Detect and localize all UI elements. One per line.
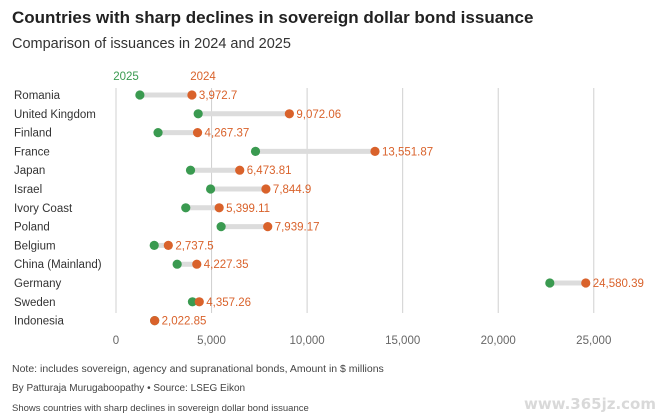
point-2024 — [163, 240, 173, 250]
point-2025 — [250, 146, 261, 156]
point-2024 — [192, 259, 202, 269]
point-2025 — [135, 90, 145, 100]
category-label: Romania — [14, 90, 61, 102]
dumbbell-chart: 0 5,000 10,000 15,000 20,000 25,000 2025 2024… — [14, 71, 644, 347]
category-label: France — [14, 146, 50, 158]
chart-row: Ivory Coast 5,399.11 — [14, 203, 270, 215]
x-tick-label: 5,000 — [197, 335, 226, 347]
point-2024 — [150, 316, 160, 326]
category-label: Finland — [14, 128, 52, 140]
point-2025 — [172, 259, 182, 269]
point-2024 — [235, 165, 245, 175]
point-2024 — [370, 146, 380, 156]
chart-row: Germany 24,580.39 — [14, 278, 644, 290]
value-label: 7,939.17 — [275, 222, 320, 234]
chart-row: Finland 4,267.37 — [14, 128, 249, 140]
point-2024 — [192, 128, 203, 138]
category-label: United Kingdom — [14, 109, 96, 121]
chart-row: Romania 3,972.7 — [14, 90, 237, 102]
value-label: 24,580.39 — [593, 278, 644, 290]
value-label: 4,227.35 — [204, 259, 249, 271]
legend-2024: 2024 — [190, 71, 216, 83]
x-tick-label: 25,000 — [576, 335, 611, 347]
x-tick-label: 0 — [113, 335, 119, 347]
point-2024 — [261, 184, 271, 194]
legend: 2025 2024 — [113, 71, 216, 83]
point-2025 — [545, 278, 555, 288]
category-label: Ivory Coast — [14, 203, 73, 215]
point-2025 — [187, 297, 198, 307]
x-axis-ticks: 0 5,000 10,000 15,000 20,000 25,000 — [113, 335, 612, 347]
x-tick-label: 10,000 — [290, 335, 325, 347]
x-tick-label: 20,000 — [481, 335, 516, 347]
byline: By Patturaja Murugaboopathy • Source: LS… — [12, 383, 246, 394]
x-tick-label: 15,000 — [385, 335, 420, 347]
chart-row: Indonesia 2,022.85 — [14, 316, 206, 328]
point-2025 — [185, 165, 196, 175]
point-2024 — [263, 222, 273, 232]
category-label: Israel — [14, 184, 42, 196]
point-2025 — [193, 109, 203, 119]
chart-row: France 13,551.87 — [14, 146, 433, 158]
value-label: 2,022.85 — [162, 316, 207, 328]
value-label: 5,399.11 — [226, 203, 270, 215]
category-label: Sweden — [14, 297, 56, 309]
category-label: Indonesia — [14, 316, 64, 328]
value-label: 4,267.37 — [205, 128, 250, 140]
value-label: 4,357.26 — [206, 297, 251, 309]
watermark: www.365jz.com — [523, 395, 656, 413]
category-label: Japan — [14, 165, 45, 177]
chart-row: Belgium 2,737.5 — [14, 240, 214, 252]
alt-text: Shows countries with sharp declines in s… — [12, 403, 309, 414]
chart-row: Sweden 4,357.26 — [14, 297, 251, 309]
category-label: China (Mainland) — [14, 259, 102, 271]
value-label: 13,551.87 — [382, 146, 433, 158]
point-2024 — [187, 90, 197, 100]
rows: Romania 3,972.7 United Kingdom 9,072.06 Finl… — [14, 90, 644, 328]
grid-layer — [115, 88, 595, 313]
category-label: Poland — [14, 222, 50, 234]
chart-row: Japan 6,473.81 — [14, 165, 291, 177]
chart-subtitle: Comparison of issuances in 2024 and 2025 — [12, 36, 291, 52]
chart-row: Poland 7,939.17 — [14, 222, 319, 234]
point-2024 — [284, 109, 294, 119]
value-label: 7,844.9 — [273, 184, 311, 196]
point-2025 — [216, 222, 226, 232]
footnote: Note: includes sovereign, agency and sup… — [12, 363, 384, 375]
category-label: Belgium — [14, 240, 56, 252]
value-label: 3,972.7 — [199, 90, 237, 102]
legend-2025: 2025 — [113, 71, 139, 83]
point-2025 — [181, 203, 191, 213]
point-2024 — [194, 297, 204, 307]
point-2025 — [153, 128, 163, 138]
point-2024 — [214, 203, 224, 213]
chart-title: Countries with sharp declines in soverei… — [12, 8, 534, 27]
category-label: Germany — [14, 278, 62, 290]
chart-row: Israel 7,844.9 — [14, 184, 311, 196]
value-label: 6,473.81 — [247, 165, 292, 177]
value-label: 2,737.5 — [175, 240, 213, 252]
point-2025 — [149, 240, 159, 250]
value-label: 9,072.06 — [296, 109, 341, 121]
chart-row: China (Mainland) 4,227.35 — [14, 259, 249, 271]
point-2025 — [206, 184, 216, 194]
chart-row: United Kingdom 9,072.06 — [14, 109, 341, 121]
point-2024 — [581, 278, 591, 288]
